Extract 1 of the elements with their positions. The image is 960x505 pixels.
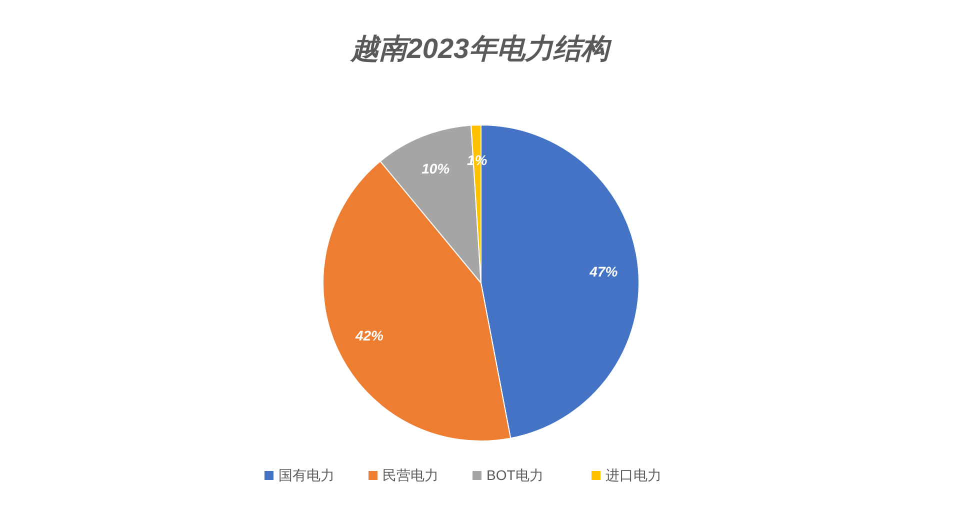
title: 越南2023年电力结构	[350, 33, 610, 64]
